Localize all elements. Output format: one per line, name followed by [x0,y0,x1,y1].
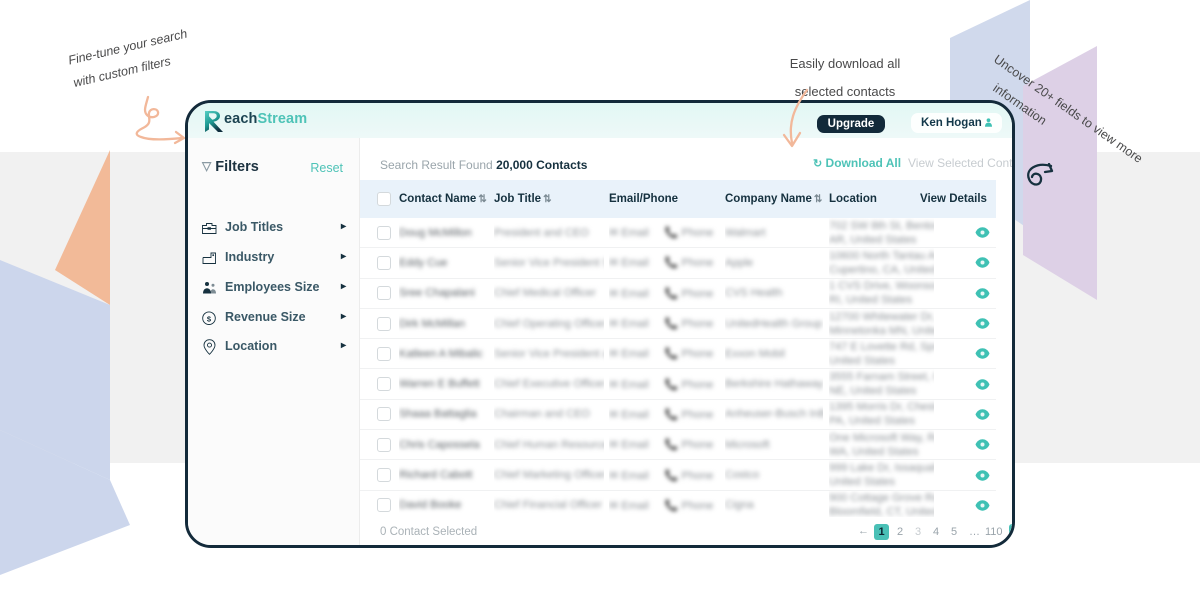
svg-text:$: $ [207,314,212,323]
